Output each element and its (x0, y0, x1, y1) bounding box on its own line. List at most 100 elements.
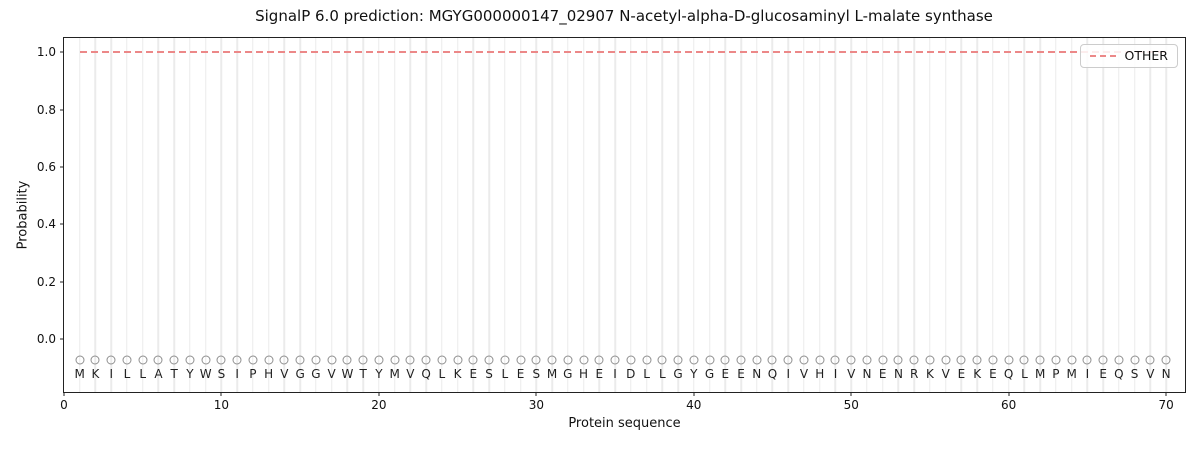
residue-marker (689, 355, 699, 365)
gridline (1023, 38, 1026, 392)
residue-marker (752, 355, 762, 365)
other-probability-line (79, 51, 1167, 54)
residue-marker (374, 355, 384, 365)
y-tick-label: 1.0 (36, 45, 56, 60)
residue-letter: K (453, 366, 462, 381)
gridline (567, 38, 569, 392)
x-tick-mark (693, 392, 695, 396)
x-tick-label: 40 (686, 398, 702, 412)
residue-letter: W (341, 366, 354, 381)
residue-letter: V (327, 366, 336, 381)
residue-letter: E (1099, 366, 1107, 381)
residue-marker (1098, 355, 1108, 365)
residue-marker (720, 355, 730, 365)
residue-letter: G (563, 366, 573, 381)
residue-marker (1161, 355, 1171, 365)
gridline (425, 38, 427, 392)
gridline (252, 38, 254, 392)
residue-letter: H (579, 366, 589, 381)
gridline (913, 38, 915, 392)
residue-letter: E (469, 366, 478, 381)
residue-letter: H (264, 366, 274, 381)
gridline (771, 38, 774, 392)
residue-marker (673, 355, 683, 365)
y-tick-label: 0.0 (36, 331, 56, 346)
gridline (818, 38, 821, 392)
residue-letter: Y (375, 366, 383, 381)
residue-letter: L (658, 366, 666, 381)
gridline (299, 38, 301, 392)
gridline (472, 38, 475, 392)
gridline (708, 38, 711, 392)
residue-marker (169, 355, 179, 365)
residue-letter: W (199, 366, 212, 381)
gridline (645, 38, 648, 392)
residue-marker (75, 355, 85, 365)
residue-marker (610, 355, 620, 365)
gridline (803, 38, 805, 392)
gridline (157, 38, 160, 392)
residue-letter: G (311, 366, 321, 381)
residue-marker (248, 355, 258, 365)
residue-letter: E (516, 366, 525, 381)
residue-letter: L (501, 366, 509, 381)
residue-letter: K (973, 366, 982, 381)
gridline (1102, 38, 1104, 392)
y-tick-mark (60, 166, 64, 168)
gridline (661, 38, 664, 392)
residue-letter: M (74, 366, 85, 381)
residue-marker (390, 355, 400, 365)
residue-marker (484, 355, 494, 365)
gridline (189, 38, 191, 392)
residue-letter: I (235, 366, 239, 381)
residue-marker (468, 355, 478, 365)
gridline (141, 38, 144, 392)
x-tick-mark (63, 392, 65, 396)
residue-letter: M (546, 366, 558, 381)
residue-marker (705, 355, 715, 365)
residue-marker (516, 355, 526, 365)
residue-marker (185, 355, 195, 365)
residue-marker (1019, 355, 1029, 365)
residue-letter: M (389, 366, 400, 381)
residue-marker (437, 355, 447, 365)
residue-letter: Y (690, 366, 698, 381)
y-tick-mark (60, 51, 64, 53)
x-tick-mark (1165, 392, 1167, 396)
gridline (582, 38, 585, 392)
residue-marker (106, 355, 116, 365)
gridline (1055, 38, 1057, 392)
residue-marker (736, 355, 746, 365)
residue-letter: Q (767, 366, 778, 381)
residue-marker (311, 355, 321, 365)
residue-letter: L (1021, 366, 1028, 381)
gridline (283, 38, 286, 392)
gridline (834, 38, 837, 392)
gridline (551, 38, 553, 392)
legend-dash-sample-icon (1089, 54, 1117, 57)
gridline (929, 38, 931, 392)
y-tick-label: 0.8 (36, 102, 56, 117)
residue-marker (279, 355, 289, 365)
residue-letter: H (815, 366, 825, 381)
residue-letter: K (91, 366, 100, 381)
residue-letter: P (249, 366, 257, 381)
residue-marker (405, 355, 415, 365)
x-tick-mark (1008, 392, 1010, 396)
residue-marker (153, 355, 163, 365)
x-tick-mark (220, 392, 222, 396)
gridline (1133, 38, 1136, 392)
residue-marker (862, 355, 872, 365)
residue-letter: N (862, 366, 872, 381)
gridline (1070, 38, 1073, 392)
gridline (756, 38, 758, 392)
residue-letter: A (154, 366, 163, 381)
residue-letter: M (1066, 366, 1077, 381)
gridline (488, 38, 490, 392)
residue-marker (1082, 355, 1092, 365)
gridline (173, 38, 175, 392)
gridline (724, 38, 726, 392)
residue-marker (1051, 355, 1061, 365)
x-tick-label: 50 (843, 398, 859, 412)
